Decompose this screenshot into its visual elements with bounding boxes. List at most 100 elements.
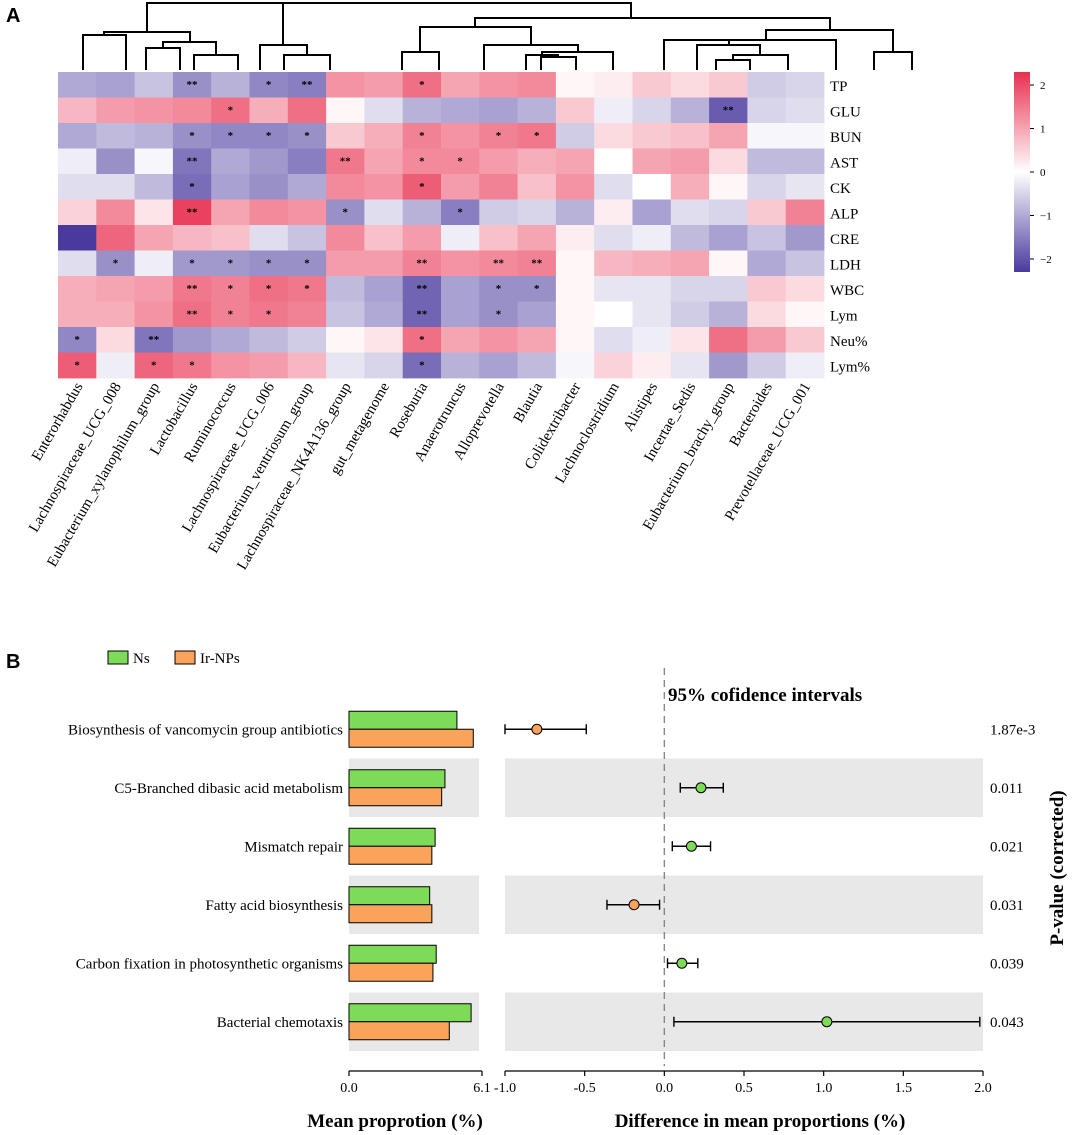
significance-mark: * <box>419 359 425 371</box>
heatmap-cell <box>594 225 633 251</box>
heatmap-cell <box>670 276 710 302</box>
estimate-point <box>628 899 640 911</box>
heatmap-row-label: AST <box>830 155 858 171</box>
significance-mark: ** <box>187 206 199 218</box>
heatmap-cell <box>211 250 250 277</box>
heatmap-cell <box>479 301 518 328</box>
heatmap-cell <box>632 352 672 379</box>
heatmap-cell <box>287 97 327 124</box>
row-band <box>505 758 983 817</box>
heatmap-cell <box>402 174 442 200</box>
heatmap-cell <box>211 199 250 226</box>
heatmap-cell <box>785 327 825 353</box>
legend-label: Ir-NPs <box>200 651 240 667</box>
bar-ir-nps <box>348 904 433 924</box>
heatmap-cell <box>402 199 442 226</box>
legend-label: Ns <box>133 651 150 667</box>
significance-mark: ** <box>187 155 199 167</box>
heatmap-cell <box>134 72 174 98</box>
heatmap-cell <box>58 123 97 149</box>
p-value-axis-label: P-value (corrected) <box>1047 790 1068 945</box>
heatmap-cell <box>747 276 787 302</box>
heatmap-cell <box>364 327 404 353</box>
heatmap-cell <box>211 148 250 175</box>
row-band <box>505 875 983 934</box>
heatmap-cell <box>747 97 787 124</box>
bar-ir-nps <box>348 787 443 807</box>
heatmap-cell <box>96 301 135 328</box>
pathway-label: Fatty acid biosynthesis <box>206 898 344 914</box>
heatmap-cell <box>594 276 633 302</box>
significance-mark: * <box>228 257 234 269</box>
diff-x-tick-label: 1.0 <box>815 1081 833 1096</box>
heatmap-cell <box>211 123 250 149</box>
legend: Ns Ir-NPs <box>107 650 240 667</box>
heatmap-cell <box>134 174 174 200</box>
heatmap-cell <box>517 301 557 328</box>
significance-mark: * <box>534 283 540 295</box>
heatmap-cell <box>670 174 710 200</box>
heatmap-row-label: TP <box>830 79 848 95</box>
estimate-point <box>695 782 707 794</box>
heatmap-cell <box>134 352 174 379</box>
heatmap-cell <box>441 123 480 149</box>
difference-plot: 95% cofidence intervals <box>504 668 981 1066</box>
heatmap-row-label: Lym <box>830 308 858 324</box>
heatmap-cell <box>96 123 135 149</box>
heatmap-cell <box>402 97 442 124</box>
heatmap-cell <box>632 174 672 200</box>
bar-ir-nps <box>348 845 433 865</box>
heatmap-cell <box>172 352 212 379</box>
significance-mark: ** <box>301 79 313 91</box>
heatmap-cell <box>134 276 174 302</box>
heatmap-cell <box>402 225 442 251</box>
heatmap-cell <box>555 352 595 379</box>
heatmap-cell <box>670 199 710 226</box>
heatmap-cell <box>594 72 633 98</box>
dendrogram-link <box>715 59 751 70</box>
colorbar: 2 1 0 −1 −2 <box>1014 72 1052 272</box>
heatmap-cell <box>172 72 212 98</box>
heatmap-cell <box>364 123 404 149</box>
colorbar-tick-label: 1 <box>1040 124 1046 136</box>
heatmap-cell <box>555 123 595 149</box>
heatmap-cell <box>211 97 250 124</box>
heatmap-cell <box>364 148 404 175</box>
heatmap-cell <box>134 97 174 124</box>
heatmap-cell <box>709 97 748 124</box>
significance-mark: * <box>304 283 310 295</box>
heatmap-cell <box>134 225 174 251</box>
heatmap-cell <box>172 148 212 175</box>
significance-mark: * <box>266 79 272 91</box>
heatmap-cell <box>364 276 404 302</box>
heatmap-cell <box>555 199 595 226</box>
heatmap-cell <box>211 276 250 302</box>
bar-ns <box>348 710 458 730</box>
heatmap-cell <box>134 327 174 353</box>
diff-x-tick-label: -0.5 <box>574 1081 596 1096</box>
heatmap-cell <box>747 225 787 251</box>
heatmap-cell <box>58 72 97 98</box>
significance-mark: ** <box>723 104 735 116</box>
heatmap-cell <box>287 276 327 302</box>
heatmap-row-labels: TP GLU BUN AST CK ALP CRE LDH WBC Lym Neu% Lym% <box>830 79 870 376</box>
heatmap-cell <box>96 327 135 353</box>
diff-x-tick-label: 2.0 <box>974 1081 992 1096</box>
dendrogram-link <box>103 31 191 42</box>
heatmap-cell <box>747 72 787 98</box>
bar-ir-nps <box>348 728 474 748</box>
colorbar-tick-label: 0 <box>1040 167 1046 179</box>
pathway-label: C5-Branched dibasic acid metabolism <box>114 781 343 797</box>
heatmap-cell <box>441 225 480 251</box>
heatmap-cell <box>747 174 787 200</box>
heatmap-cell <box>402 352 442 379</box>
heatmap-cell <box>441 327 480 353</box>
heatmap-cell <box>287 327 327 353</box>
heatmap-cell <box>249 174 289 200</box>
heatmap-cell <box>402 250 442 277</box>
significance-mark: ** <box>187 283 199 295</box>
heatmap-cell <box>96 199 135 226</box>
pathway-label: Carbon fixation in photosynthetic organi… <box>76 956 343 972</box>
heatmap-cell <box>594 301 633 328</box>
